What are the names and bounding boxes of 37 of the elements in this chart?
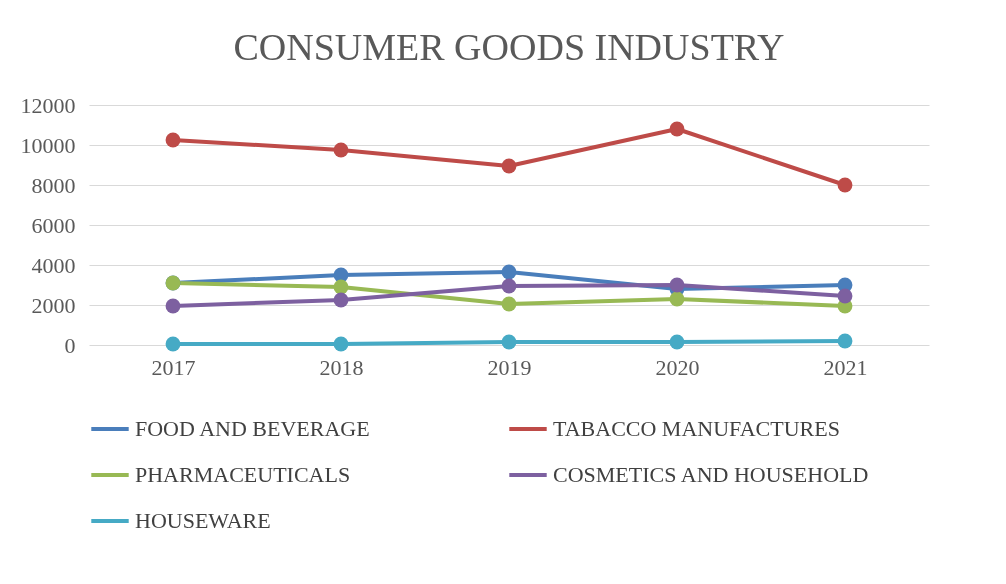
x-tick-label: 2020 bbox=[655, 354, 700, 380]
point bbox=[333, 279, 349, 295]
point bbox=[837, 288, 853, 304]
y-tick-label: 8000 bbox=[31, 172, 76, 198]
legend-label: FOOD AND BEVERAGE bbox=[135, 416, 370, 441]
point bbox=[333, 142, 349, 158]
point bbox=[333, 292, 349, 308]
legend-label: PHARMACEUTICALS bbox=[135, 462, 351, 487]
point bbox=[669, 277, 685, 293]
x-tick-label: 2019 bbox=[487, 354, 532, 380]
point bbox=[669, 291, 685, 307]
y-tick-label: 6000 bbox=[31, 212, 76, 238]
point bbox=[165, 132, 181, 148]
point bbox=[501, 264, 517, 280]
point bbox=[501, 334, 517, 350]
point bbox=[165, 298, 181, 314]
point bbox=[333, 336, 349, 352]
point bbox=[501, 278, 517, 294]
legend-label: HOUSEWARE bbox=[135, 508, 271, 533]
point bbox=[669, 334, 685, 350]
legend-label: TABACCO MANUFACTURES bbox=[553, 416, 840, 441]
x-tick-label: 2018 bbox=[319, 354, 364, 380]
y-tick-label: 4000 bbox=[31, 252, 76, 278]
point bbox=[165, 336, 181, 352]
x-tick-label: 2021 bbox=[823, 354, 868, 380]
y-tick-label: 2000 bbox=[31, 292, 76, 318]
point bbox=[501, 158, 517, 174]
legend-label: COSMETICS AND HOUSEHOLD bbox=[553, 462, 869, 487]
chart-title: CONSUMER GOODS INDUSTRY bbox=[233, 26, 785, 68]
point bbox=[669, 121, 685, 137]
y-tick-label: 0 bbox=[64, 332, 76, 358]
point bbox=[501, 296, 517, 312]
point bbox=[837, 333, 853, 349]
x-tick-label: 2017 bbox=[151, 354, 196, 380]
point bbox=[837, 177, 853, 193]
y-tick-label: 10000 bbox=[20, 132, 76, 158]
y-tick-label: 12000 bbox=[20, 92, 76, 118]
